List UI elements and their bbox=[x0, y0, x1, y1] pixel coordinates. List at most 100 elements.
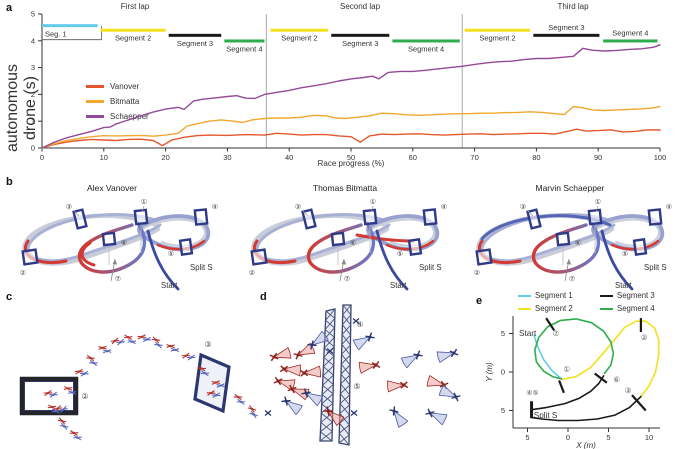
drone-pair bbox=[57, 417, 69, 430]
race-gate bbox=[72, 208, 88, 230]
drone-pair bbox=[86, 354, 98, 367]
race-gate bbox=[330, 231, 346, 247]
segment-bar bbox=[464, 28, 531, 32]
pilot-title-bitmatta: Thomas Bitmatta bbox=[312, 183, 378, 193]
gate-number-label: ⑦ bbox=[569, 274, 575, 283]
gate-number-label: ⑥ bbox=[613, 375, 620, 384]
gate-tick bbox=[631, 394, 647, 412]
y-tick-label-a: 2 bbox=[31, 90, 35, 99]
x-tick-label-a: 40 bbox=[285, 153, 293, 162]
track-accent bbox=[80, 241, 96, 267]
gate-number-label: ② bbox=[81, 392, 88, 401]
segment-bar bbox=[270, 28, 329, 32]
y-axis-label-e: Y (m) bbox=[485, 362, 494, 382]
drone-with-frustum bbox=[307, 330, 329, 350]
gate-number-label: ① bbox=[595, 197, 601, 206]
drone-with-frustum bbox=[352, 332, 375, 351]
race-gate bbox=[407, 238, 423, 256]
race-gate bbox=[101, 231, 117, 247]
split-s-label-e: Split S bbox=[534, 411, 558, 420]
gate-number-label: ④ bbox=[666, 202, 672, 211]
drone-with-frustum bbox=[323, 406, 345, 427]
drone-pair bbox=[123, 334, 137, 345]
y-tick-label-a: 4 bbox=[31, 36, 35, 45]
race-gate bbox=[587, 208, 603, 226]
start-label: Start bbox=[390, 281, 407, 290]
gate-tick bbox=[558, 380, 565, 394]
y-tick-label-a: 5 bbox=[31, 10, 35, 19]
drone-with-frustum bbox=[279, 364, 301, 377]
vanover-label: Vanover bbox=[110, 82, 140, 91]
segment-bar-label: Segment 3 bbox=[548, 23, 584, 32]
drone-pair bbox=[98, 345, 112, 354]
segment-bar-label: Segment 3 bbox=[342, 39, 378, 48]
drone-pair bbox=[151, 336, 163, 349]
gate-number-label: ① bbox=[141, 197, 147, 206]
gate-number-label: ③ bbox=[520, 202, 526, 211]
y-tick-label-e: 0 bbox=[501, 368, 505, 377]
track-segment-3 bbox=[529, 395, 642, 422]
drone-pair bbox=[63, 386, 77, 395]
x-axis-label-a: Race progress (%) bbox=[317, 159, 385, 168]
panel-b: Alex Vanover Thomas Bitmatta Marvin Scha… bbox=[0, 178, 685, 291]
lap-title-first: First lap bbox=[120, 2, 150, 11]
gate2-frame bbox=[19, 376, 79, 416]
gate-tower bbox=[338, 304, 352, 446]
segment3-label: Segment 3 bbox=[617, 291, 655, 300]
x-tick-label-e: 0 bbox=[566, 433, 570, 442]
segment-bar-label: Segment 4 bbox=[226, 44, 262, 53]
drone-pair bbox=[197, 365, 210, 377]
panel-label-b: b bbox=[6, 176, 13, 188]
gate-number-label: ⑦ bbox=[115, 274, 121, 283]
drone-with-frustum bbox=[389, 406, 409, 428]
lap-title-third: Third lap bbox=[557, 2, 589, 11]
x-tick-label-a: 70 bbox=[470, 153, 478, 162]
gate-number-label: ① bbox=[563, 364, 570, 373]
legend-item-bitmatta: Bitmatta bbox=[86, 94, 149, 109]
race-gate bbox=[250, 248, 268, 266]
drone-pair bbox=[47, 404, 61, 414]
race-gate bbox=[178, 238, 194, 256]
panel-label-c: c bbox=[6, 291, 13, 303]
segment-bar-label: Segment 2 bbox=[115, 34, 151, 43]
x-tick-label-a: 100 bbox=[654, 153, 667, 162]
segment-bar bbox=[533, 33, 600, 37]
segment-bar-label: Segment 4 bbox=[612, 28, 648, 37]
gate-number-label: ⑦ bbox=[552, 329, 559, 338]
start-label: Start bbox=[161, 281, 178, 290]
race-gate bbox=[526, 208, 542, 230]
x-tick-label-a: 30 bbox=[223, 153, 231, 162]
track-segment-4 bbox=[534, 318, 615, 380]
legend-item-segment4: Segment 4 bbox=[600, 302, 682, 315]
series-bitmatta bbox=[41, 105, 661, 149]
gate-number-label: ④ bbox=[356, 320, 363, 329]
gate-number-label: ① bbox=[370, 197, 376, 206]
drone-pair bbox=[137, 334, 152, 343]
drone-pair bbox=[206, 390, 221, 399]
gate-number-label: ⑤ bbox=[397, 249, 403, 258]
segment-bar-label: Segment 2 bbox=[479, 34, 515, 43]
drone-pair bbox=[43, 389, 58, 398]
segment4-label: Segment 4 bbox=[617, 304, 655, 313]
segment-bar bbox=[224, 39, 265, 43]
start-tail bbox=[600, 229, 634, 291]
track-3d-vanover: ① ② ③ ④ ⑤ ⑥ ⑦ Split S Start bbox=[20, 197, 218, 291]
gate-number-label: ⑥ bbox=[575, 238, 581, 247]
x-tick-label-e: 5 bbox=[606, 433, 610, 442]
series-schaepper bbox=[41, 44, 661, 149]
gate-tick bbox=[545, 317, 556, 332]
x-tick-label-a: 90 bbox=[594, 153, 602, 162]
y-tick-label-a: 0 bbox=[31, 144, 35, 153]
race-gate bbox=[555, 231, 571, 247]
gate-number-label: ④ bbox=[212, 202, 218, 211]
segment-bar-label: Segment 4 bbox=[408, 44, 444, 53]
drone-pair bbox=[211, 380, 225, 388]
drone-with-frustum bbox=[436, 348, 459, 364]
gate3-frame bbox=[193, 352, 231, 414]
x-tick-label-a: 10 bbox=[100, 153, 108, 162]
race-gate bbox=[362, 208, 378, 226]
race-gate bbox=[193, 208, 209, 226]
drone-pair bbox=[233, 393, 246, 405]
legend-item-segment1: Segment 1 bbox=[518, 289, 600, 302]
